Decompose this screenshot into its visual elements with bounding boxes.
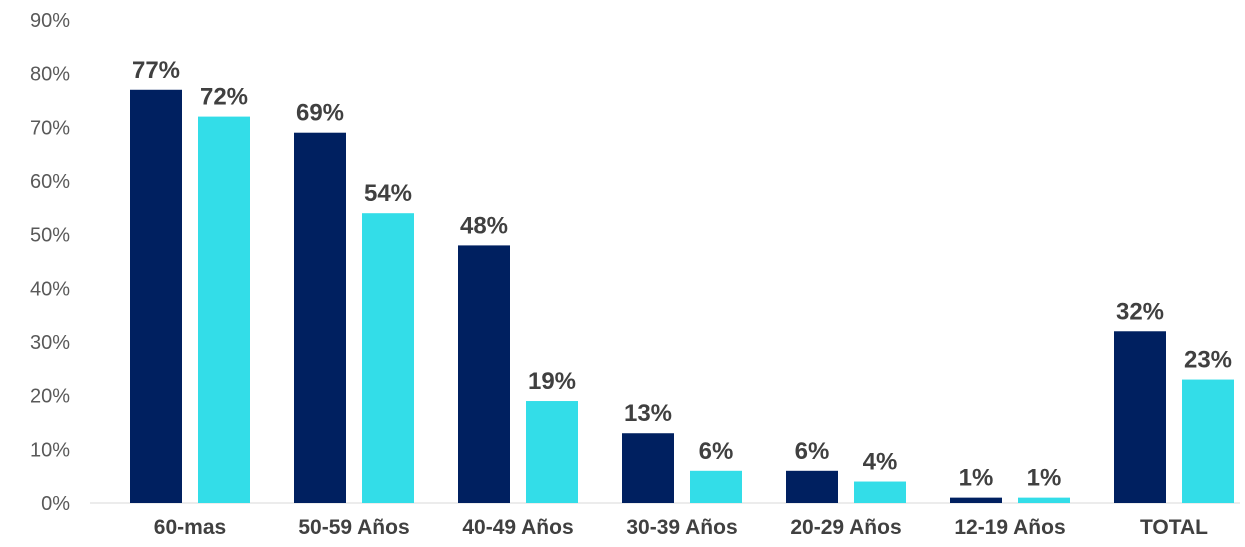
y-tick-label: 40% xyxy=(30,278,70,300)
data-label: 13% xyxy=(624,400,672,427)
y-tick-label: 10% xyxy=(30,439,70,461)
data-label: 1% xyxy=(959,465,994,492)
y-tick-label: 0% xyxy=(41,493,70,515)
bar-series-1-1 xyxy=(294,132,346,503)
y-tick-label: 80% xyxy=(30,64,70,86)
bar-series-2-4 xyxy=(854,481,906,503)
x-category-label: 20-29 Años xyxy=(790,516,901,539)
data-label: 19% xyxy=(528,368,576,395)
y-tick-label: 30% xyxy=(30,332,70,354)
data-label: 32% xyxy=(1116,298,1164,325)
bar-series-2-1 xyxy=(362,213,414,503)
y-tick-label: 50% xyxy=(30,225,70,247)
data-label: 54% xyxy=(364,180,412,207)
x-category-label: 30-39 Años xyxy=(626,516,737,539)
bar-series-1-0 xyxy=(130,89,182,504)
bar-series-1-4 xyxy=(786,470,838,503)
x-category-label: TOTAL xyxy=(1140,516,1208,539)
data-label: 6% xyxy=(795,438,830,465)
category-labels: 60-mas 50-59 Años 40-49 Años 30-39 Años 20-2… xyxy=(154,516,1208,539)
y-axis: 0% 10% 20% 30% 40% 50% 60% 70% 80% 90% xyxy=(30,10,70,515)
data-label: 6% xyxy=(699,438,734,465)
data-label: 48% xyxy=(460,212,508,239)
bar-series-1-5 xyxy=(950,497,1002,503)
y-tick-label: 60% xyxy=(30,171,70,193)
data-label: 69% xyxy=(296,100,344,127)
bar-series-1-2 xyxy=(458,245,510,503)
x-category-label: 12-19 Años xyxy=(954,516,1065,539)
bar-series-1-6 xyxy=(1114,331,1166,503)
y-tick-label: 70% xyxy=(30,117,70,139)
x-category-label: 40-49 Años xyxy=(462,516,573,539)
bars xyxy=(130,89,1234,504)
y-tick-label: 90% xyxy=(30,10,70,32)
data-label: 1% xyxy=(1027,465,1062,492)
data-label: 72% xyxy=(200,84,248,111)
bar-series-2-6 xyxy=(1182,379,1234,503)
bar-series-2-2 xyxy=(526,401,578,503)
data-labels: 77% 72% 69% 54% 48% 19% 13% 6% 6% 4% 1% 1% 32% 23% xyxy=(132,57,1232,492)
data-label: 4% xyxy=(863,449,898,476)
bar-series-2-0 xyxy=(198,116,250,503)
data-label: 77% xyxy=(132,57,180,84)
y-tick-label: 20% xyxy=(30,386,70,408)
data-label: 23% xyxy=(1184,347,1232,374)
x-category-label: 60-mas xyxy=(154,516,226,539)
bar-series-2-5 xyxy=(1018,497,1070,503)
x-category-label: 50-59 Años xyxy=(298,516,409,539)
bar-series-2-3 xyxy=(690,470,742,503)
bar-series-1-3 xyxy=(622,433,674,503)
